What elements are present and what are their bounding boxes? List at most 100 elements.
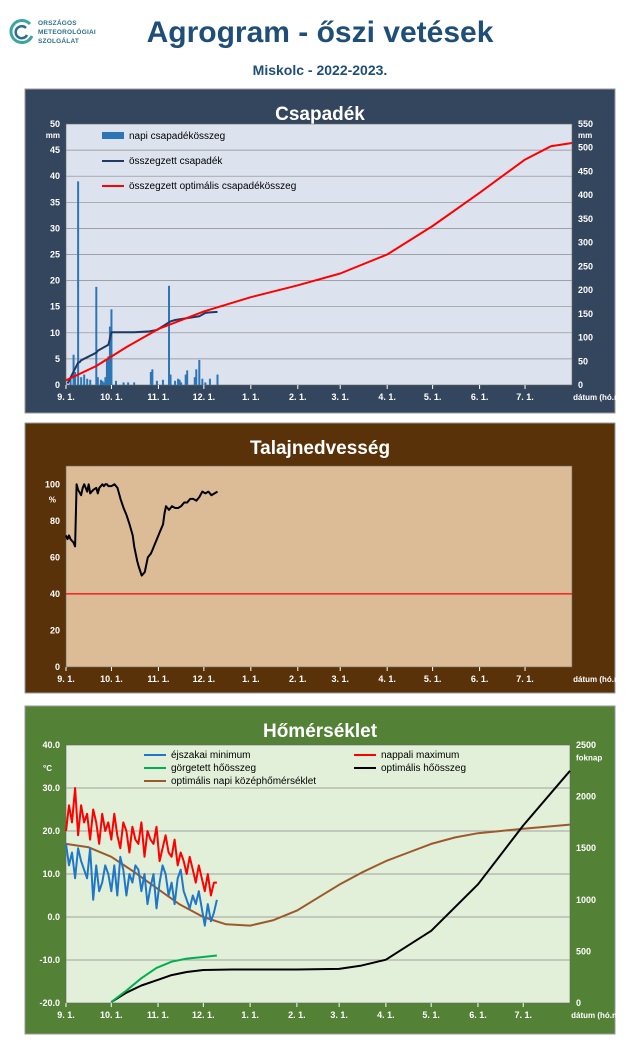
x-tick-label: 3. 1. [330, 1010, 348, 1020]
legend-label: összegzett csapadék [129, 156, 223, 167]
precip-bar [198, 359, 201, 385]
x-tick-label: 5. 1. [424, 674, 442, 684]
temperature-series-line [65, 823, 571, 927]
y-tick-label: 0 [55, 380, 60, 390]
logo-line-3: SZOLGÁLAT [38, 38, 80, 45]
precip-bar [83, 374, 86, 385]
x-tick-label: 2. 1. [289, 392, 307, 402]
precip-bar [96, 377, 99, 385]
page-subtitle: Miskolc - 2022-2023. [252, 62, 388, 78]
x-tick-label: 9. 1. [57, 674, 75, 684]
x-tick-label: 12. 1. [193, 392, 216, 402]
y-tick-label: 40 [50, 589, 60, 599]
x-tick-label: 4. 1. [377, 1010, 395, 1020]
x-tick-label: 4. 1. [378, 392, 396, 402]
y2-tick-label: 500 [576, 946, 591, 956]
x-tick-label: 10. 1. [100, 392, 123, 402]
precip-bar [114, 380, 117, 385]
x-tick-label: 6. 1. [469, 1010, 487, 1020]
omsz-logo-icon [9, 19, 34, 44]
y-tick-label: 40.0 [42, 740, 60, 750]
x-tick-label: 9. 1. [57, 392, 75, 402]
chart-title: Hőmérséklet [263, 721, 378, 742]
precip-bar [155, 380, 158, 385]
precipitation-chart: Csapadék05101520253035404550050100150200… [24, 88, 616, 414]
legend-label: összegzett optimális csapadékösszeg [129, 181, 296, 192]
page-title: Agrogram - őszi vetések [146, 16, 494, 49]
y2-tick-label: 550 [578, 119, 593, 129]
y-tick-label: 5 [55, 354, 60, 364]
y2-tick-label: 400 [578, 190, 593, 200]
precip-bar [104, 377, 107, 385]
cumulative-precip-line [66, 310, 218, 385]
y-tick-label: 30 [50, 223, 60, 233]
temperature-series-line [65, 787, 217, 897]
precip-bar [95, 286, 98, 385]
x-tick-label: 10. 1. [100, 1010, 123, 1020]
legend-label: görgetett hőösszeg [171, 763, 256, 774]
precip-bar [169, 374, 172, 385]
precip-bar [105, 358, 108, 385]
x-tick-label: 7. 1. [514, 1010, 532, 1020]
x-tick-label: 7. 1. [516, 674, 534, 684]
y2-tick-label: 500 [578, 143, 593, 153]
precip-bar [174, 380, 177, 385]
y-tick-label: 10.0 [42, 869, 60, 879]
x-tick-label: 7. 1. [516, 392, 534, 402]
chart-title: Csapadék [275, 104, 365, 125]
x-tick-label: 5. 1. [422, 1010, 440, 1020]
y2-tick-label: 200 [578, 285, 593, 295]
precip-bar [186, 370, 189, 385]
precip-bar [178, 379, 181, 385]
y-tick-label: 20 [50, 276, 60, 286]
y2-axis-label: foknap [576, 753, 602, 762]
precip-bar [102, 382, 105, 385]
y-tick-label: -20.0 [39, 998, 60, 1008]
y-tick-label: 80 [50, 516, 60, 526]
precip-bar [151, 369, 154, 385]
page-header: ORSZÁGOS METEOROLÓGIAI SZOLGÁLAT Agrogra… [0, 0, 640, 84]
y2-tick-label: 1000 [576, 895, 596, 905]
precip-bar [110, 309, 113, 385]
precip-bar [108, 326, 111, 385]
logo-line-2: METEOROLÓGIAI [38, 29, 96, 36]
x-axis-label: dátum (hó.nap) [571, 1011, 616, 1020]
x-tick-label: 4. 1. [378, 674, 396, 684]
precip-bar [177, 378, 180, 385]
legend-label: nappali maximum [381, 750, 459, 761]
precip-bar [201, 378, 204, 385]
x-axis-label: dátum (hó.nap) [573, 675, 616, 684]
precip-bar [216, 374, 219, 385]
precip-bar [168, 285, 171, 385]
y-tick-label: 35 [50, 197, 60, 207]
precip-bar [69, 378, 72, 385]
x-tick-label: 11. 1. [147, 392, 169, 402]
x-tick-label: 10. 1. [100, 674, 123, 684]
x-axis-label: dátum (hó.nap) [573, 393, 616, 402]
precip-bar [208, 378, 211, 385]
precip-bar [180, 382, 183, 385]
precip-bar [149, 371, 152, 385]
y2-tick-label: 100 [578, 333, 593, 343]
logo-line-1: ORSZÁGOS [38, 20, 77, 27]
legend-swatch [102, 132, 124, 139]
soil-moisture-chart: Talajnedvesség 0 20 40 60 80 100% 9. 1. 10. 1. 11… [24, 422, 616, 694]
x-tick-label: 6. 1. [471, 674, 489, 684]
plot-area [65, 465, 573, 668]
y-tick-label: 60 [50, 552, 60, 562]
temperature-series-line [110, 770, 571, 1003]
y-tick-label: 20 [50, 625, 60, 635]
y-axis-label: mm [46, 131, 60, 140]
precip-bar [80, 377, 83, 385]
y-tick-label: 100 [45, 479, 60, 489]
precip-bar [193, 377, 196, 385]
y2-tick-label: 350 [578, 214, 593, 224]
precip-bar [122, 382, 125, 385]
y2-tick-label: 1500 [576, 843, 596, 853]
y2-tick-label: 300 [578, 238, 593, 248]
x-tick-label: 1. 1. [242, 674, 260, 684]
precip-bar [161, 379, 164, 385]
x-tick-label: 12. 1. [193, 674, 216, 684]
x-tick-label: 12. 1. [192, 1010, 215, 1020]
precip-bar [133, 382, 136, 385]
